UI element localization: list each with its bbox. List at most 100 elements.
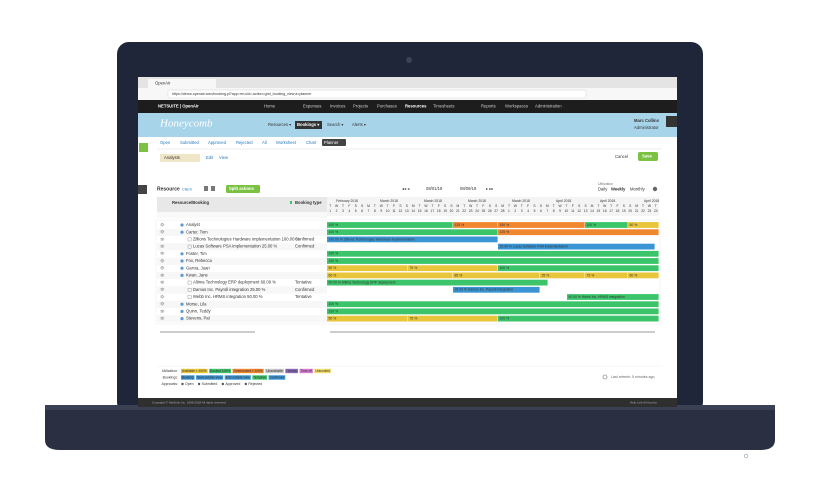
booking-name[interactable]: Lucas Software PSA implementation 25.00 … [193,244,278,249]
timeline-bar[interactable] [327,301,659,308]
resource-name[interactable]: Carter, Tom [186,229,208,234]
client-link[interactable]: Client [182,188,193,192]
timeline-bar[interactable] [453,272,540,279]
refresh-icon[interactable] [602,374,608,380]
timeline-bar[interactable] [327,308,659,315]
row-actions[interactable]: 👁 [160,245,165,249]
timeline-bar[interactable] [453,222,498,228]
nav-item[interactable]: Expenses [303,104,321,109]
tab[interactable]: Planner [324,140,339,145]
timeline-bar[interactable] [327,315,408,322]
timeline-bar[interactable] [585,272,628,279]
scale-weekly[interactable]: Weekly [611,187,626,192]
row-actions[interactable]: 👁 [160,288,165,292]
nav-item[interactable]: Purchases [377,104,397,109]
panel-icon[interactable] [138,185,147,194]
home-icon[interactable] [666,116,677,127]
row-actions[interactable]: 👁 [160,259,165,263]
scale-monthly[interactable]: Monthly [630,187,646,192]
side-toggle[interactable] [139,143,148,152]
resource-name[interactable]: Morse, Lila [186,301,207,306]
end-date[interactable]: 08/09/19 [460,186,477,191]
browser-tab[interactable] [148,79,216,88]
timeline-bar[interactable] [498,315,659,322]
header-menu[interactable]: Search ▾ [327,122,344,127]
menu-active[interactable] [295,121,322,129]
booking-name[interactable]: Webb Inc. HRMS integration 50.00 % [193,294,263,299]
nav-item[interactable]: Administration [535,104,562,109]
timeline-bar[interactable] [498,243,655,250]
nav-item[interactable]: Workspaces [505,104,528,109]
timeline-bar[interactable] [327,250,659,257]
user-name[interactable]: Marc Collins [634,118,660,123]
nav-item[interactable]: Invoices [330,104,345,109]
row-actions[interactable]: 👁 [160,317,165,321]
nav-arrows[interactable]: ▸ ▸▸ [486,186,493,191]
header-menu[interactable]: Bookings ▾ [297,122,320,127]
cancel-button[interactable]: Cancel [615,154,628,159]
timeline-bar[interactable] [408,265,498,272]
row-actions[interactable]: 👁 [160,237,165,241]
resource-name[interactable]: Kwan, Jane [186,273,209,278]
timeline-bar[interactable] [327,222,453,228]
row-actions[interactable]: 👁 [160,302,165,306]
timeline-bar[interactable] [327,279,548,286]
row-actions[interactable]: 👁 [160,273,165,277]
timeline-bar[interactable] [498,265,659,272]
booking-name[interactable]: Zillions Technologies Hardware implement… [193,237,300,242]
row-actions[interactable]: 👁 [160,295,165,299]
timeline-bar[interactable] [567,294,659,300]
booking-name[interactable]: Altima Technology ERP deployment 60.00 % [193,280,276,285]
row-actions[interactable]: 👁 [160,230,165,234]
resource-name[interactable]: Garcia, Juan [186,265,210,270]
resource-name[interactable]: Quinn, Teddy [186,309,212,314]
split-actions-button[interactable] [226,185,260,193]
scrollbar-right[interactable] [330,331,655,333]
scale-daily[interactable]: Daily [598,187,608,192]
settings-icon[interactable] [652,186,658,192]
timeline-bar[interactable] [628,222,659,228]
tab[interactable]: Approved [208,140,227,145]
row-actions[interactable]: 👁 [160,223,165,227]
view-select[interactable] [160,154,200,162]
view-edit[interactable]: Edit [206,155,214,160]
resource-name[interactable]: Analyst [186,222,201,227]
tab[interactable]: Open [160,140,171,145]
timeline-bar[interactable] [327,265,408,272]
tab[interactable]: Worksheet [276,140,297,145]
timeline-bar[interactable] [327,272,453,279]
nav-item[interactable]: Resources [405,104,427,109]
save-button[interactable] [638,152,658,161]
tab[interactable]: Submitted [180,140,200,145]
header-menu[interactable]: Resources ▾ [268,122,291,127]
timeline-bar[interactable] [585,222,628,228]
timeline-bar[interactable] [540,272,585,279]
timeline-bar[interactable] [453,286,540,293]
view-name[interactable]: Analysts [164,155,180,160]
url-field[interactable] [167,89,587,99]
nav-item[interactable]: Home [264,104,276,109]
resource-name[interactable]: Fox, Rebecca [186,258,213,263]
nav-item[interactable]: Timesheets [433,104,455,109]
url-text[interactable]: https://demo.openair.com/booking.pl?app=… [172,92,312,96]
row-actions[interactable]: 👁 [160,281,165,285]
timeline-bar[interactable] [327,258,659,264]
browser-tab-title[interactable]: OpenAir [155,81,171,86]
toolbar-icon[interactable] [211,186,215,191]
toolbar-icon[interactable] [204,186,208,191]
nav-item[interactable]: Reports [481,104,496,109]
resource-name[interactable]: Foster, Tim [186,251,207,256]
save-label[interactable]: Save [642,154,652,159]
timeline-bar[interactable] [628,272,659,279]
nav-item[interactable]: Projects [353,104,368,109]
timeline-bar[interactable] [498,222,585,228]
timeline-bar[interactable] [327,229,498,236]
booking-name[interactable]: Damus Inc. Payroll integration 25.00 % [193,287,266,292]
row-actions[interactable]: 👁 [160,309,165,313]
view-view[interactable]: View [219,155,229,160]
row-actions[interactable]: 👁 [160,252,165,256]
header-menu[interactable]: Alerts ▾ [352,122,366,127]
start-date[interactable]: 08/01/18 [426,186,443,191]
resource-name[interactable]: Stevens, Pat [186,316,211,321]
split-actions-label[interactable]: Split actions [229,186,255,191]
